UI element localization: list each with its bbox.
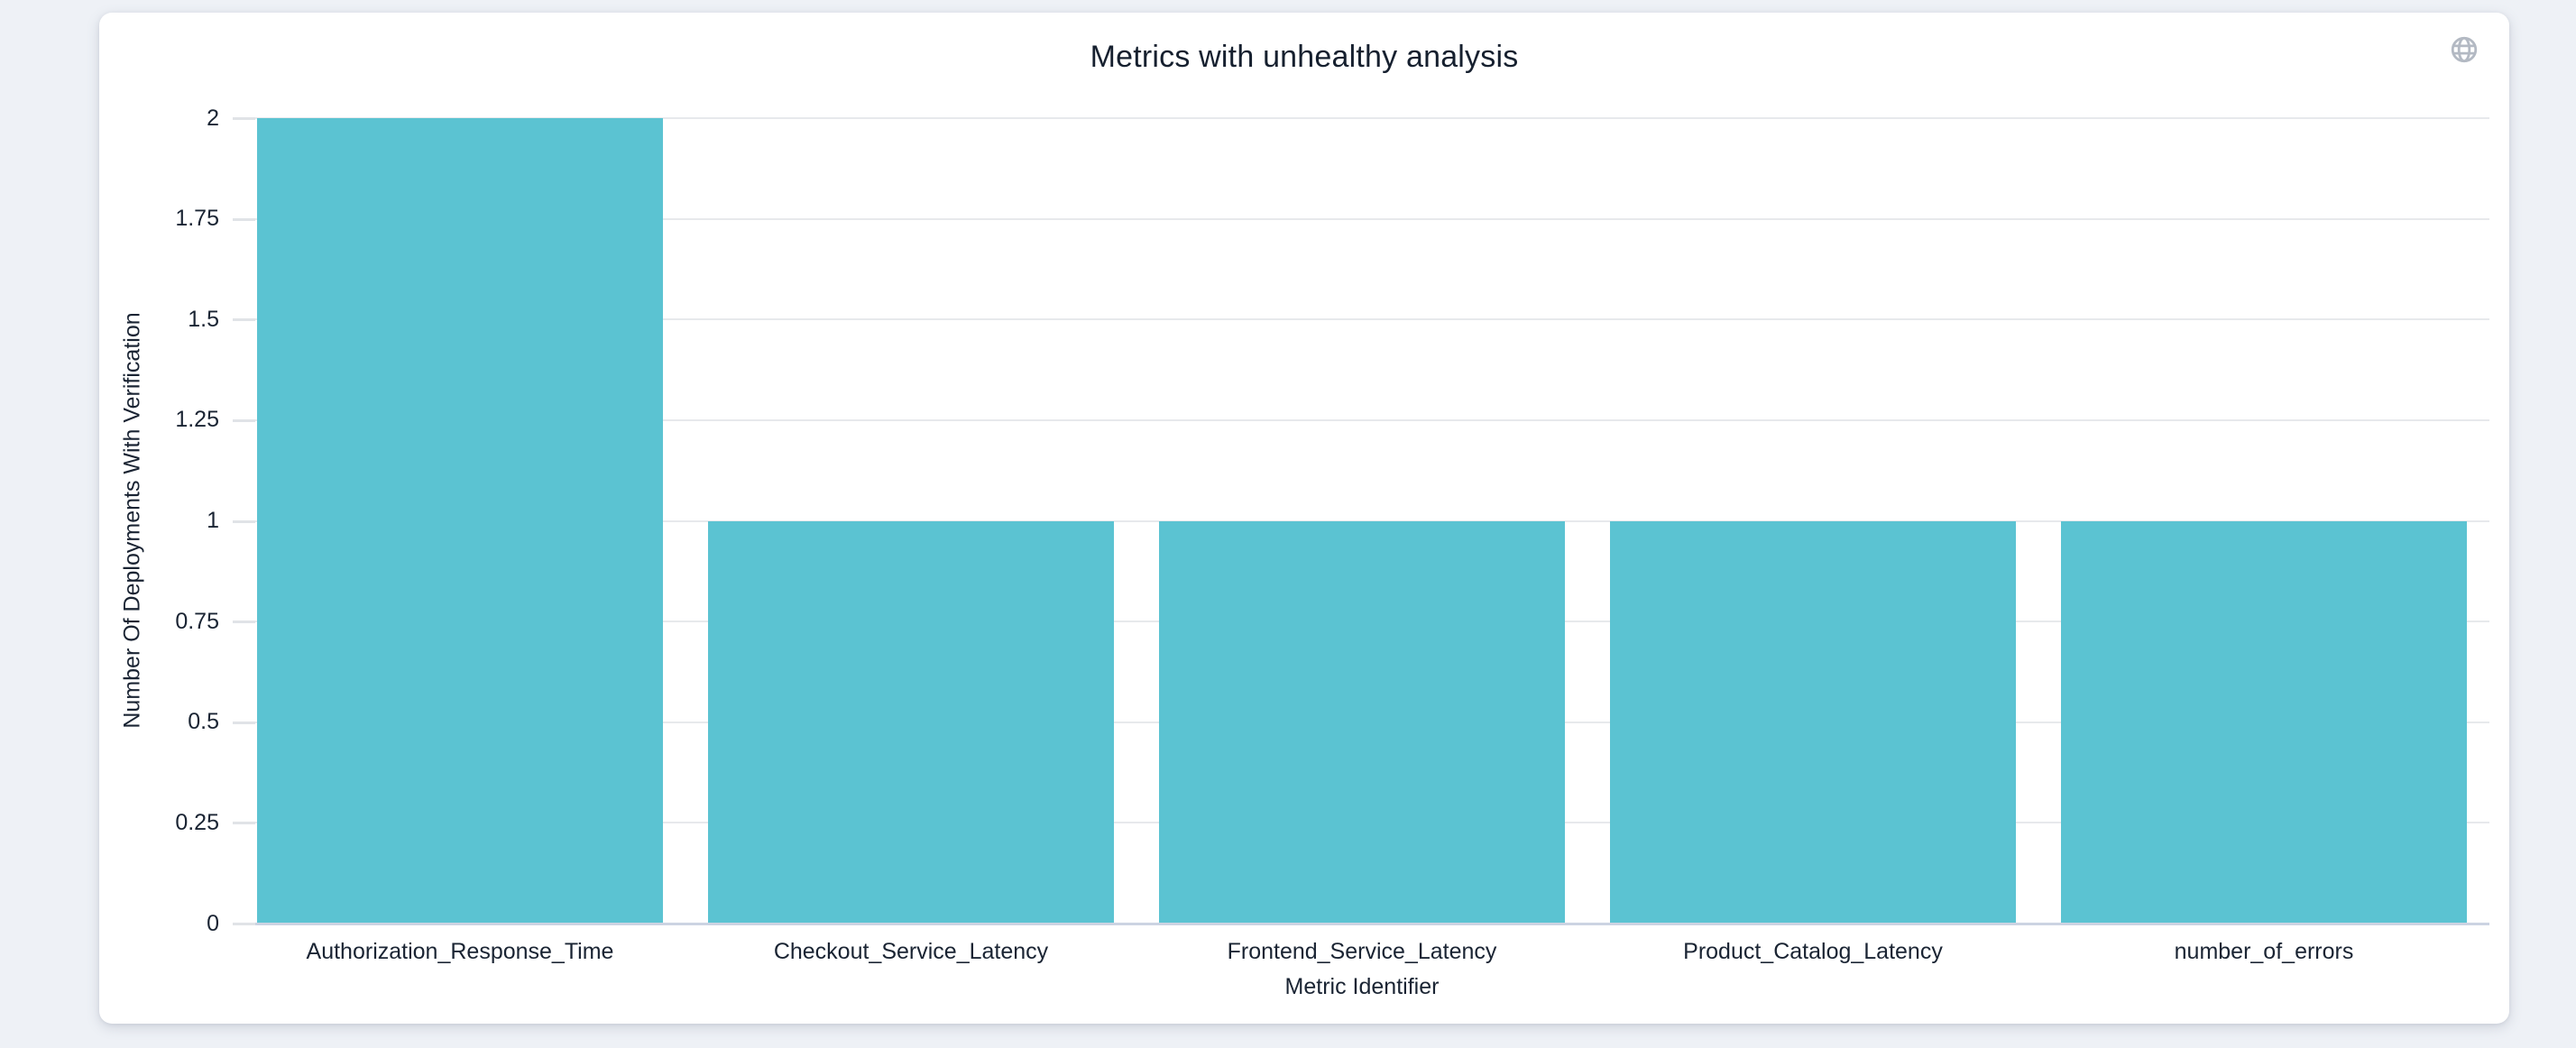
x-tick-label: Checkout_Service_Latency [773,939,1049,964]
y-tick-label: 0.5 [188,709,219,735]
y-tick-label: 0.75 [175,608,219,634]
y-gridline [235,117,2489,119]
y-tick-label: 1.25 [175,407,219,433]
y-axis-tick [233,318,255,322]
y-axis-tick [233,721,255,724]
x-tick-label: Product_Catalog_Latency [1683,939,1943,964]
y-axis-tick [233,621,255,624]
y-axis-tick [233,923,255,925]
y-tick-label: 1 [207,508,219,533]
bar-Checkout_Service_Latency[interactable] [708,520,1114,923]
globe-icon [2451,36,2478,63]
chart-title: Metrics with unhealthy analysis [1090,40,1519,74]
bar-Frontend_Service_Latency[interactable] [1159,520,1565,923]
y-tick-label: 1.5 [188,306,219,332]
y-tick-label: 1.75 [175,206,219,232]
y-axis-tick [233,418,255,422]
y-axis-tick [233,519,255,523]
y-axis-tick [233,822,255,825]
y-gridline [235,217,2489,220]
y-tick-label: 0 [207,910,219,936]
x-tick-label: number_of_errors [2174,939,2354,964]
y-tick-label: 2 [207,105,219,131]
bar-number_of_errors[interactable] [2061,520,2467,923]
y-axis-tick [233,117,255,120]
bar-Authorization_Response_Time[interactable] [257,118,663,923]
plot-area: 0 0.25 0.5 0.75 1 1.25 1.5 1.75 2 Authorization_R… [99,13,2509,1024]
y-gridline [235,418,2489,421]
x-tick-label: Authorization_Response_Time [306,939,614,964]
chart-card: Metrics with unhealthy analysis Number O… [99,13,2509,1024]
y-gridline [235,318,2489,321]
globe-button[interactable] [2448,34,2480,67]
x-axis-line [235,923,2489,925]
y-tick-label: 0.25 [175,809,219,835]
y-axis-tick [233,217,255,221]
x-axis-title: Metric Identifier [1284,974,1440,999]
x-tick-label: Frontend_Service_Latency [1227,939,1497,964]
bar-Product_Catalog_Latency[interactable] [1610,520,2016,923]
